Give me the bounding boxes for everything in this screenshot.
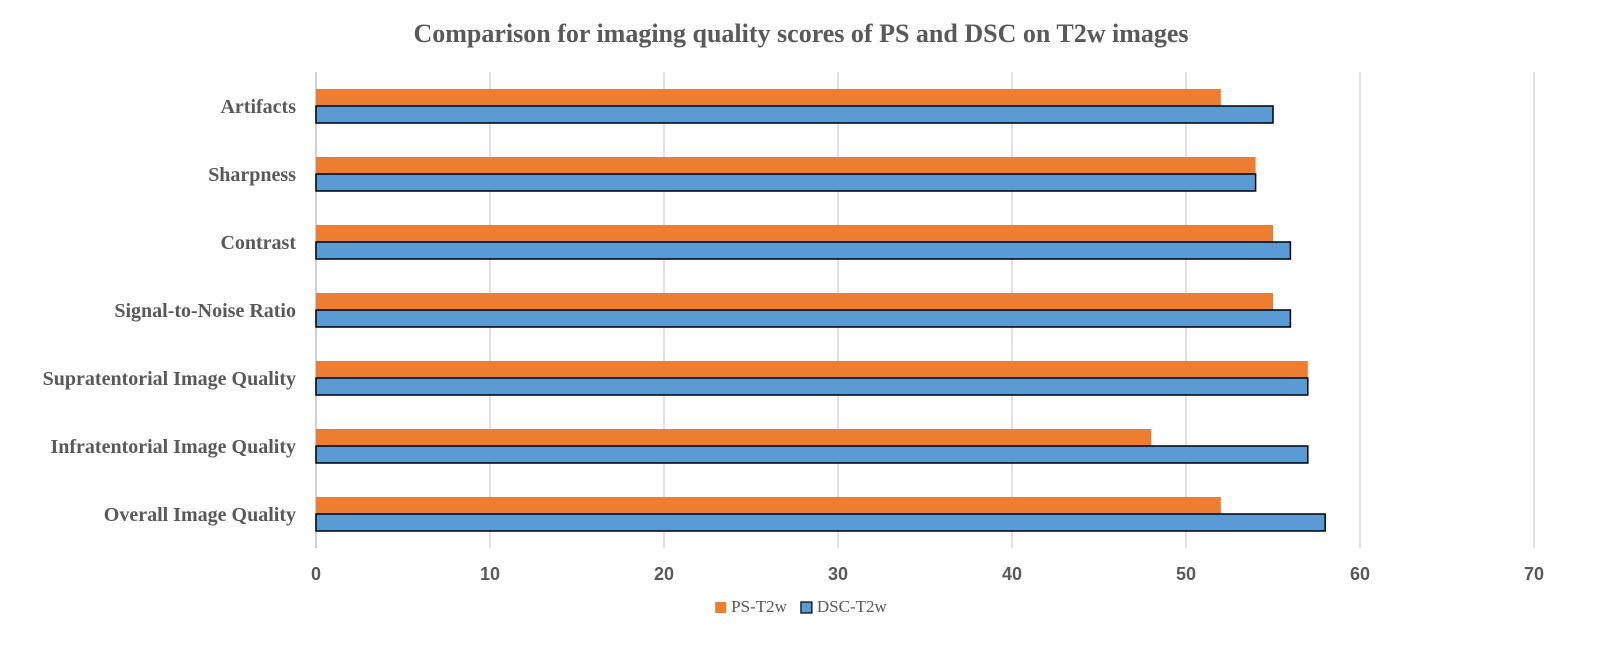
- category-label: Signal-to-Noise Ratio: [114, 300, 296, 322]
- bar-ps-t2w-6: [316, 429, 1152, 446]
- bar-dsc-t2w-3: [315, 241, 1292, 260]
- bar-dsc-t2w-7: [315, 513, 1326, 532]
- bar-dsc-t2w-2: [315, 173, 1257, 192]
- category-label: Contrast: [220, 232, 296, 254]
- x-tick-label: 30: [828, 564, 848, 584]
- legend-swatch-dsc-t2w: [800, 601, 813, 614]
- x-axis-tick-labels: 0 10 20 30 40 50 60 70: [311, 564, 1544, 584]
- category-label: Artifacts: [220, 96, 296, 118]
- category-label: Supratentorial Image Quality: [43, 368, 296, 390]
- bar-ps-t2w-7: [316, 497, 1221, 514]
- bar-dsc-t2w-5: [315, 377, 1309, 396]
- legend-swatch-ps-t2w: [715, 602, 727, 613]
- bar-ps-t2w-1: [316, 89, 1221, 106]
- bar-ps-t2w-4: [316, 293, 1273, 310]
- x-tick-label: 0: [311, 564, 321, 584]
- legend: PS-T2w DSC-T2w: [715, 597, 888, 616]
- bar-ps-t2w-3: [316, 225, 1273, 242]
- category-label: Sharpness: [208, 164, 296, 186]
- bar-ps-t2w-5: [316, 361, 1308, 378]
- x-tick-label: 60: [1350, 564, 1370, 584]
- bar-dsc-t2w-4: [315, 309, 1292, 328]
- category-labels: Artifacts Sharpness Contrast Signal-to-Nois…: [43, 96, 297, 526]
- legend-label: DSC-T2w: [817, 597, 888, 616]
- category-label: Infratentorial Image Quality: [50, 436, 296, 458]
- x-tick-label: 20: [654, 564, 674, 584]
- chart-title: Comparison for imaging quality scores of…: [413, 19, 1188, 48]
- x-tick-label: 70: [1524, 564, 1544, 584]
- category-label: Overall Image Quality: [104, 504, 296, 526]
- bar-dsc-t2w-6: [315, 445, 1309, 464]
- bars: [315, 89, 1326, 532]
- x-tick-label: 50: [1176, 564, 1196, 584]
- x-tick-label: 10: [480, 564, 500, 584]
- legend-label: PS-T2w: [731, 597, 787, 616]
- bar-ps-t2w-2: [316, 157, 1256, 174]
- x-tick-label: 40: [1002, 564, 1022, 584]
- bar-dsc-t2w-1: [315, 105, 1274, 124]
